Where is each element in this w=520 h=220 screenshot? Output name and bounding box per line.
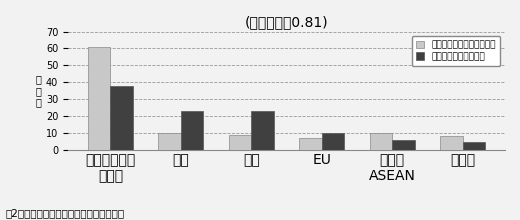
Bar [251, 111, 274, 150]
Bar [299, 138, 322, 150]
Bar [181, 111, 203, 150]
Bar [392, 140, 414, 150]
Bar [440, 136, 463, 150]
Bar [158, 133, 181, 150]
Y-axis label: 占
有
率: 占 有 率 [36, 74, 42, 107]
Title: (相関係数＝0.81): (相関係数＝0.81) [244, 15, 328, 29]
Legend: 対外直接投賄に占める割合, 銀行資産に占める割合: 対外直接投賄に占める割合, 銀行資産に占める割合 [412, 36, 500, 66]
Bar [229, 135, 251, 150]
Bar [88, 47, 110, 150]
Bar [322, 133, 344, 150]
Bar [463, 141, 485, 150]
Bar [370, 133, 392, 150]
Text: 図2：中国における外資系銀行の顧客追従: 図2：中国における外資系銀行の顧客追従 [5, 208, 124, 218]
Bar [110, 86, 133, 150]
